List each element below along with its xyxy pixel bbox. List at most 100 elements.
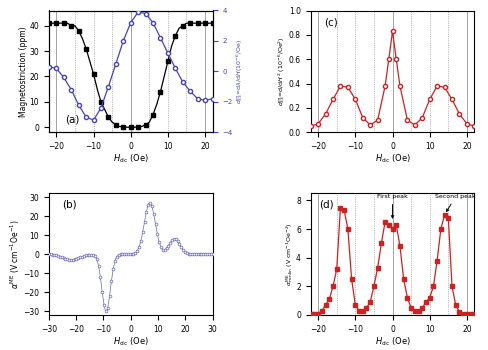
Point	[163, 245, 170, 251]
Point	[96, 274, 104, 280]
Point	[115, 252, 122, 258]
Point	[45, 252, 53, 257]
Y-axis label: $d_{33}^{m}$=d/d$H^{2}$ (10$^{-6}$/Oe$^{2}$): $d_{33}^{m}$=d/d$H^{2}$ (10$^{-6}$/Oe$^{…	[276, 36, 287, 106]
Point	[60, 256, 67, 261]
Point	[76, 254, 84, 260]
Point	[206, 251, 214, 257]
Point	[124, 251, 132, 257]
Text: (c): (c)	[323, 17, 337, 27]
Point	[146, 200, 154, 205]
Point	[50, 252, 58, 258]
Y-axis label: Magnetostriction (ppm): Magnetostriction (ppm)	[19, 26, 28, 117]
Point	[89, 252, 97, 258]
Text: (d): (d)	[318, 200, 333, 210]
Point	[81, 253, 89, 258]
Text: First peak: First peak	[376, 194, 407, 218]
Point	[102, 308, 110, 314]
Point	[188, 251, 196, 257]
Point	[83, 252, 91, 258]
Point	[78, 254, 86, 259]
Point	[148, 203, 156, 209]
Point	[120, 251, 128, 257]
Point	[137, 238, 144, 244]
Point	[141, 219, 148, 225]
Point	[109, 266, 117, 272]
Point	[56, 254, 64, 259]
Point	[166, 240, 174, 245]
Point	[52, 253, 60, 258]
Point	[203, 251, 210, 257]
Point	[171, 237, 179, 242]
Point	[47, 252, 55, 257]
Point	[133, 248, 141, 253]
Point	[98, 289, 106, 294]
Text: Second peak: Second peak	[434, 194, 475, 211]
Point	[80, 253, 87, 259]
Point	[184, 251, 192, 257]
Point	[164, 243, 172, 248]
Point	[168, 237, 176, 243]
Point	[72, 256, 80, 261]
Point	[181, 249, 188, 254]
Point	[153, 232, 161, 237]
Point	[87, 252, 95, 257]
Text: (a): (a)	[65, 114, 80, 125]
Point	[161, 247, 168, 252]
Point	[85, 252, 93, 258]
Point	[139, 230, 146, 235]
X-axis label: $H_{\mathrm{dc}}$ (Oe): $H_{\mathrm{dc}}$ (Oe)	[113, 335, 148, 348]
Point	[63, 257, 71, 262]
Point	[105, 293, 113, 299]
Point	[135, 244, 142, 250]
Y-axis label: $\alpha^{\mathrm{ME}}$ (V cm$^{-1}$Oe$^{-1}$): $\alpha^{\mathrm{ME}}$ (V cm$^{-1}$Oe$^{…	[8, 219, 21, 289]
Point	[173, 239, 181, 244]
Point	[61, 256, 69, 262]
X-axis label: $H_{\mathrm{dc}}$ (Oe): $H_{\mathrm{dc}}$ (Oe)	[113, 152, 148, 165]
Point	[49, 252, 57, 258]
Y-axis label: $d_{33}^{m}$=d$\lambda$/d$H$(10$^{-6}$/Oe): $d_{33}^{m}$=d$\lambda$/d$H$(10$^{-6}$/O…	[233, 39, 244, 104]
Point	[157, 244, 164, 250]
Point	[54, 253, 62, 259]
X-axis label: $H_{\mathrm{dc}}$ (Oe): $H_{\mathrm{dc}}$ (Oe)	[374, 152, 409, 165]
Point	[183, 250, 190, 256]
Point	[113, 254, 121, 259]
Point	[125, 251, 133, 257]
Point	[194, 251, 202, 257]
Point	[65, 257, 73, 262]
Point	[199, 251, 207, 257]
Point	[129, 251, 137, 256]
Point	[170, 236, 178, 242]
Point	[201, 251, 209, 257]
Point	[58, 255, 65, 260]
Point	[117, 252, 124, 257]
Point	[127, 251, 135, 257]
Point	[100, 302, 108, 308]
Point	[111, 258, 119, 264]
Point	[204, 251, 212, 257]
Point	[144, 202, 152, 208]
Point	[159, 247, 166, 252]
Point	[142, 209, 150, 215]
Y-axis label: $\alpha^{\mathrm{ME}}_{\mathrm{nonlin}}$ (V cm$^{-1}$Oe$^{-2}$): $\alpha^{\mathrm{ME}}_{\mathrm{nonlin}}$…	[284, 222, 294, 286]
Point	[103, 305, 111, 310]
Point	[67, 257, 75, 262]
Point	[131, 250, 139, 255]
Point	[155, 239, 163, 245]
Point	[71, 257, 79, 262]
Point	[208, 251, 216, 257]
Point	[93, 257, 101, 262]
Point	[186, 251, 194, 257]
Point	[195, 251, 203, 257]
X-axis label: $H_{\mathrm{dc}}$ (Oe): $H_{\mathrm{dc}}$ (Oe)	[374, 335, 409, 348]
Point	[122, 251, 130, 257]
Point	[175, 241, 183, 247]
Point	[91, 253, 99, 259]
Point	[107, 279, 115, 284]
Point	[197, 251, 205, 257]
Point	[179, 247, 186, 253]
Text: (b): (b)	[62, 200, 77, 210]
Point	[118, 251, 126, 257]
Point	[69, 257, 77, 262]
Point	[190, 251, 198, 257]
Point	[74, 255, 82, 261]
